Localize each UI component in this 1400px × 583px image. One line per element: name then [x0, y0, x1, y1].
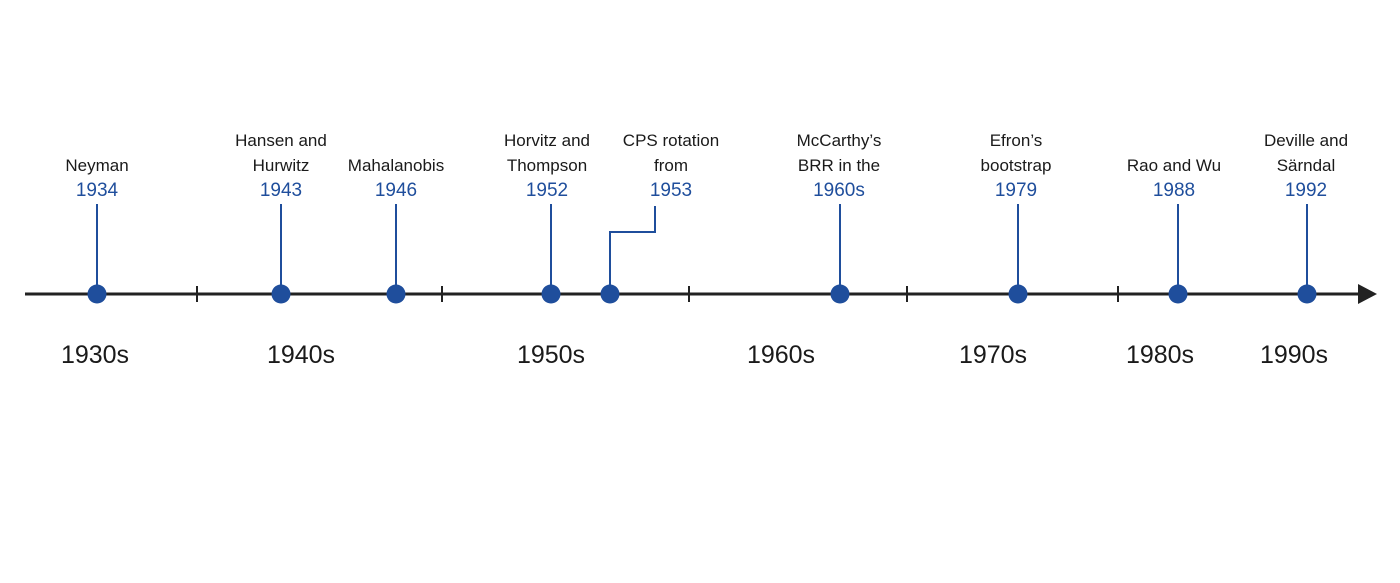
event-label-deville-sarndal: Deville and	[1264, 131, 1348, 150]
event-label-rao-wu: Rao and Wu	[1127, 156, 1221, 175]
event-marker-mccarthy-brr	[830, 284, 850, 304]
event-label-deville-sarndal: Särndal	[1277, 156, 1336, 175]
event-label-horvitz-thompson: Thompson	[507, 156, 587, 175]
event-labels: Neyman 1934 Hansen and Hurwitz 1943 Mahalanob…	[65, 131, 1348, 201]
event-label-mahalanobis: Mahalanobis	[348, 156, 444, 175]
event-year-cps-rotation: 1953	[650, 180, 692, 201]
event-label-neyman: Neyman	[65, 156, 128, 175]
event-marker-deville-sarndal	[1297, 284, 1317, 304]
event-marker-rao-wu	[1168, 284, 1188, 304]
event-label-hansen-hurwitz: Hansen and	[235, 131, 327, 150]
leader-line-cps-rotation	[609, 206, 656, 294]
event-marker-neyman	[87, 284, 107, 304]
event-markers	[87, 284, 1317, 304]
event-marker-hansen-hurwitz	[271, 284, 291, 304]
event-year-horvitz-thompson: 1952	[526, 180, 568, 201]
event-year-neyman: 1934	[76, 180, 119, 201]
decade-label-1970s: 1970s	[959, 341, 1027, 369]
timeline-arrowhead	[1358, 284, 1377, 304]
event-year-efron-bootstrap: 1979	[995, 180, 1037, 201]
decade-label-1960s: 1960s	[747, 341, 815, 369]
event-year-hansen-hurwitz: 1943	[260, 180, 302, 201]
event-label-horvitz-thompson: Horvitz and	[504, 131, 590, 150]
event-marker-efron-bootstrap	[1008, 284, 1028, 304]
decade-label-1980s: 1980s	[1126, 341, 1194, 369]
event-label-cps-rotation: CPS rotation	[623, 131, 719, 150]
event-marker-horvitz-thompson	[541, 284, 561, 304]
event-marker-cps-rotation	[600, 284, 620, 304]
event-label-cps-rotation: from	[654, 156, 688, 175]
event-label-efron-bootstrap: Efron’s	[990, 131, 1043, 150]
decade-label-1990s: 1990s	[1260, 341, 1328, 369]
decade-ticks	[196, 286, 1119, 302]
event-year-mccarthy-brr: 1960s	[813, 180, 865, 201]
event-year-mahalanobis: 1946	[375, 180, 417, 201]
event-leaders	[96, 204, 1308, 294]
event-label-efron-bootstrap: bootstrap	[981, 156, 1052, 175]
decade-label-1940s: 1940s	[267, 341, 335, 369]
decade-label-1950s: 1950s	[517, 341, 585, 369]
event-year-rao-wu: 1988	[1153, 180, 1195, 201]
decade-labels: 1930s 1940s 1950s 1960s 1970s 1980s 1990s	[61, 341, 1328, 369]
event-label-mccarthy-brr: BRR in the	[798, 156, 880, 175]
event-label-hansen-hurwitz: Hurwitz	[253, 156, 310, 175]
event-marker-mahalanobis	[386, 284, 406, 304]
decade-label-1930s: 1930s	[61, 341, 129, 369]
event-label-mccarthy-brr: McCarthy’s	[797, 131, 882, 150]
event-year-deville-sarndal: 1992	[1285, 180, 1327, 201]
